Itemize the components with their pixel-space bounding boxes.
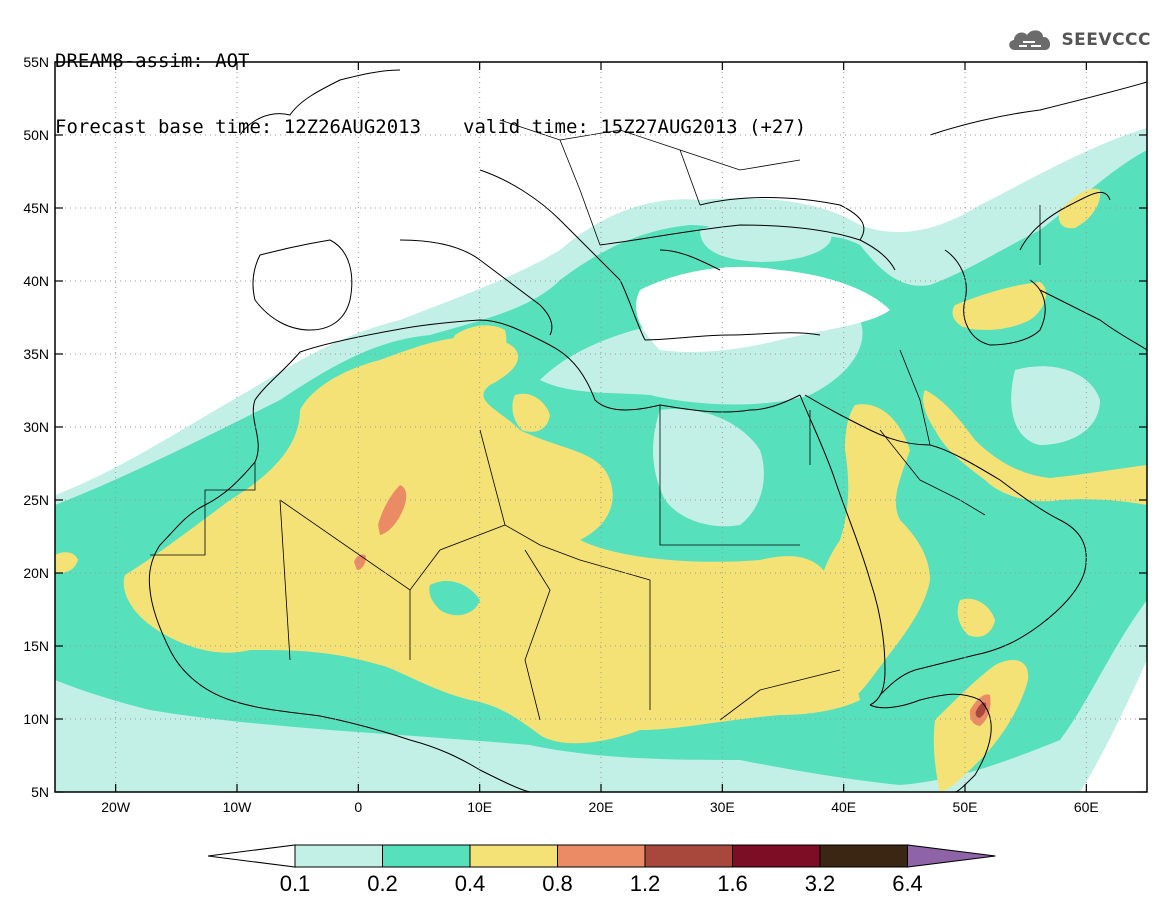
lat-tick-label: 5N: [31, 784, 49, 800]
aot-gap-arabia: [1011, 366, 1100, 445]
lat-tick-label: 55N: [23, 54, 49, 70]
aot-band-0.4-caspian: [952, 282, 1047, 330]
lat-tick-label: 45N: [23, 200, 49, 216]
seevccc-logo: SEEVCCC: [1005, 26, 1151, 54]
lat-tick-label: 35N: [23, 346, 49, 362]
aot-band-0.4-gulf: [923, 390, 1147, 505]
lat-tick-label: 40N: [23, 273, 49, 289]
aot-band-0.4-redsea: [819, 404, 930, 700]
colorbar-under-arrow: [207, 844, 296, 868]
colorbar-label: 1.6: [717, 871, 748, 896]
gridlines: [55, 62, 1147, 792]
lat-tick-label: 25N: [23, 492, 49, 508]
lon-tick-label: 10E: [467, 799, 492, 815]
cloud-icon: [1009, 30, 1051, 50]
valid-time: valid time: 15Z27AUG2013 (+27): [463, 116, 807, 138]
colorbar-cell: [644, 844, 733, 868]
colorbar-cell: [732, 844, 821, 868]
lat-tick-label: 50N: [23, 127, 49, 143]
colorbar-label: 0.8: [542, 871, 573, 896]
aot-band-0.4-west-coast: [55, 552, 78, 573]
aot-band-0.4-somali: [957, 598, 995, 637]
aot-gap-black-sea: [700, 218, 832, 262]
aot-gap-egypt: [653, 409, 764, 527]
lat-tick-label: 10N: [23, 711, 49, 727]
aot-band-0.4-libya: [512, 393, 550, 432]
colorbar: 0.1 0.2 0.4 0.8 1.2 1.6 3.2 6.4: [207, 844, 996, 896]
lon-axis: 20W 10W 0 10E 20E 30E 40E 50E 60E: [101, 62, 1099, 815]
aot-band-0.8-mali: [354, 554, 366, 570]
colorbar-label: 3.2: [805, 871, 836, 896]
coastlines: [148, 69, 1147, 792]
colorbar-cell: [557, 844, 646, 868]
colorbar-label: 6.4: [892, 871, 923, 896]
country-borders: [150, 119, 1041, 721]
lon-tick-label: 20W: [101, 799, 131, 815]
lat-tick-label: 20N: [23, 565, 49, 581]
aot-band-1.2-somalia: [975, 702, 987, 718]
lon-tick-label: 50E: [953, 799, 978, 815]
lon-tick-label: 0: [354, 799, 362, 815]
aot-band-0.4-tunisia: [451, 325, 507, 382]
lon-tick-label: 20E: [589, 799, 614, 815]
colorbar-label: 1.2: [630, 871, 661, 896]
title-block: DREAM8-assim: AOT Forecast base time: 12…: [55, 6, 806, 160]
aot-gap-turkey: [636, 266, 890, 352]
lat-axis: 55N 50N 45N 40N 35N 30N 25N 20N 15N 10N 5N: [23, 54, 1147, 800]
colorbar-cell: [294, 844, 383, 868]
aot-band-0.8-algeria: [378, 485, 407, 535]
colorbar-cell: [819, 844, 908, 868]
colorbar-over-arrow: [907, 844, 996, 868]
lon-tick-label: 10W: [223, 799, 253, 815]
lon-tick-label: 40E: [831, 799, 856, 815]
colorbar-label: 0.2: [367, 871, 398, 896]
logo-text: SEEVCCC: [1061, 30, 1151, 50]
aot-band-0.4-sahara: [123, 336, 860, 744]
product-title: DREAM8-assim: AOT: [55, 50, 250, 72]
lon-tick-label: 30E: [710, 799, 735, 815]
lat-tick-label: 15N: [23, 638, 49, 654]
aot-band-0.4-arabian-sea: [933, 660, 1029, 792]
lon-tick-label: 60E: [1074, 799, 1099, 815]
aot-band-0.4-sahel-hole: [429, 580, 480, 616]
aot-band-0.4-aral: [1058, 188, 1101, 229]
colorbar-label: 0.4: [455, 871, 486, 896]
colorbar-cell: [382, 844, 471, 868]
colorbar-label: 0.1: [280, 871, 311, 896]
forecast-base-time: Forecast base time: 12Z26AUG2013: [55, 116, 422, 138]
colorbar-cell: [469, 844, 558, 868]
lat-tick-label: 30N: [23, 419, 49, 435]
